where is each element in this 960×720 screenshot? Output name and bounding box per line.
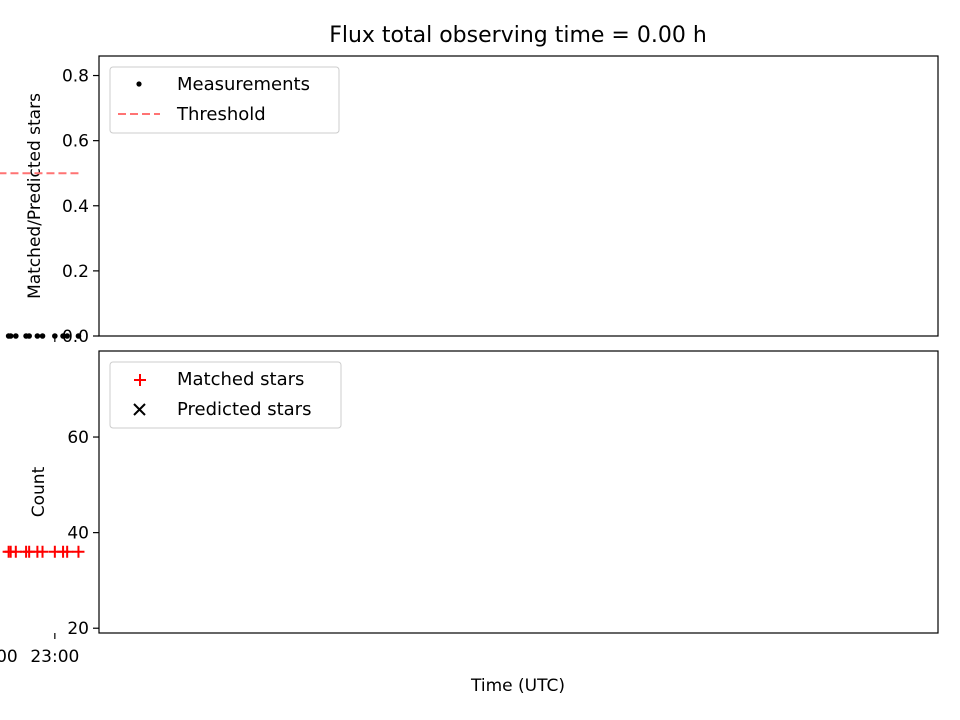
- plot-area: [2, 545, 85, 558]
- legend-label-measurements: Measurements: [177, 74, 310, 95]
- data-point: [2, 545, 15, 558]
- axes-frame: [98, 350, 939, 634]
- y-axis-label: Matched/Predicted stars: [25, 93, 45, 299]
- data-point: [48, 545, 61, 558]
- y-tick-label: 60: [67, 428, 89, 448]
- x-axis-label: Time (UTC): [470, 676, 565, 696]
- legend-marker-predicted: [133, 403, 146, 416]
- data-point: [64, 333, 70, 339]
- legend-label-threshold: Threshold: [176, 104, 266, 125]
- legend-frame: [109, 66, 340, 134]
- y-tick-label: 0.0: [62, 327, 89, 347]
- x-tick-label: 23:00: [30, 647, 79, 667]
- legend-label-predicted: Predicted stars: [177, 399, 311, 420]
- y-tick-label: 0.2: [62, 262, 89, 282]
- data-point: [39, 333, 46, 339]
- data-point: [75, 333, 82, 339]
- y-tick-label: 0.4: [62, 197, 89, 217]
- chart-title: Flux total observing time = 0.00 h: [329, 23, 707, 48]
- legend-frame: [109, 361, 342, 429]
- y-tick-label: 20: [67, 619, 89, 639]
- data-point: [52, 333, 58, 339]
- data-point: [20, 545, 33, 558]
- data-point: [23, 333, 29, 339]
- y-tick-label: 40: [67, 524, 89, 544]
- data-point: [34, 333, 41, 339]
- series-measurements: [5, 333, 82, 339]
- y-tick-label: 0.8: [62, 67, 89, 87]
- series-matched-stars: [2, 545, 85, 558]
- count-panel: Count Time (UTC) 20406023:0000:0001:0002…: [0, 350, 939, 696]
- y-axis-label: Count: [29, 466, 49, 517]
- legend-marker-measurements: [136, 81, 142, 87]
- data-point: [13, 333, 19, 339]
- axis-ticks: 0.0 0.2 0.4 0.6 0.8: [54, 67, 99, 347]
- legend-label-matched: Matched stars: [177, 369, 304, 390]
- data-point: [72, 545, 85, 558]
- axis-ticks: 20406023:0000:0001:0002:0003:0004:0005:0…: [0, 428, 99, 667]
- y-tick-label: 0.6: [62, 132, 89, 152]
- axes-frame: [98, 55, 939, 337]
- legend-marker-matched: [134, 374, 146, 386]
- data-point: [60, 333, 66, 339]
- legend: Measurements Threshold: [109, 66, 340, 134]
- x-tick-label: 00:00: [0, 647, 18, 667]
- ratio-panel: Flux total observing time = 0.00 h Match…: [0, 23, 939, 347]
- data-point: [5, 333, 12, 339]
- legend: Matched stars Predicted stars: [109, 361, 342, 429]
- plot-area: [0, 172, 82, 339]
